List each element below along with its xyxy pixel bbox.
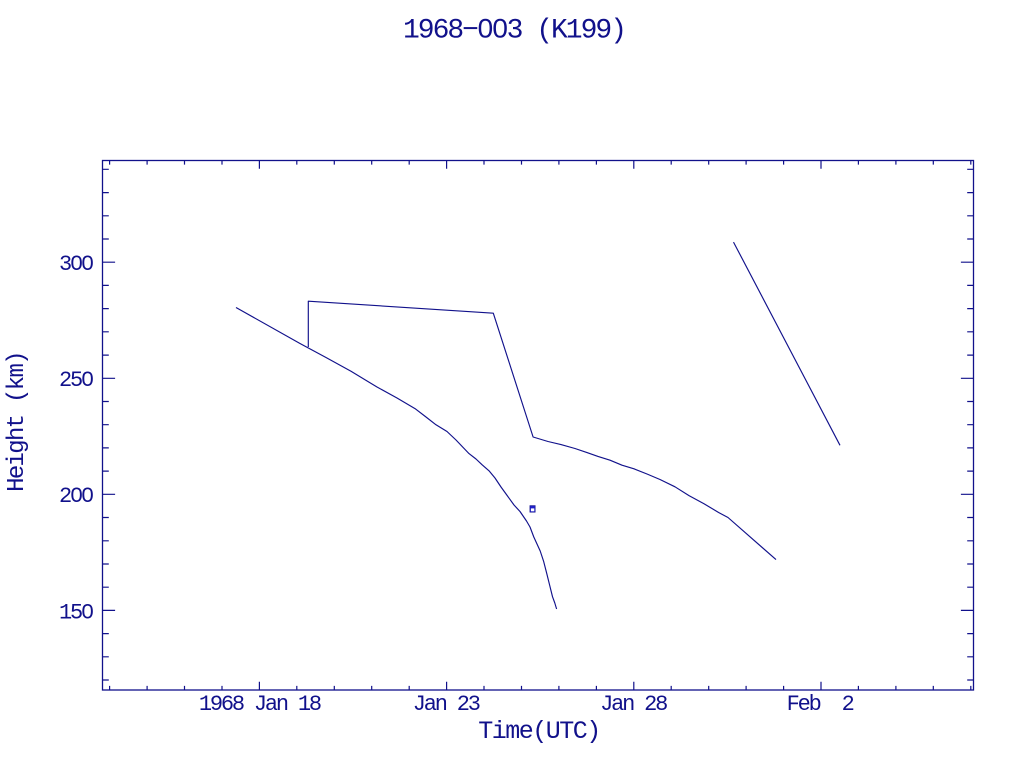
svg-text:300: 300 (59, 252, 93, 277)
svg-text:Jan 23: Jan 23 (413, 692, 480, 717)
svg-text:Height (km): Height (km) (4, 352, 31, 492)
svg-text:1968−003 (K199): 1968−003 (K199) (403, 16, 625, 47)
svg-text:Jan 28: Jan 28 (600, 692, 667, 717)
svg-text:Feb 2: Feb 2 (787, 692, 854, 717)
svg-text:1968 Jan 18: 1968 Jan 18 (199, 692, 321, 717)
svg-text:Time(UTC): Time(UTC) (478, 717, 600, 746)
